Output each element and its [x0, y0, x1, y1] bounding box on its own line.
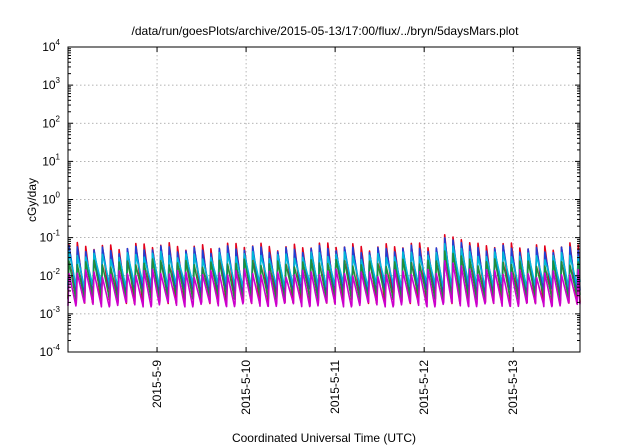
grid	[68, 47, 580, 352]
y-tick-label: 102	[42, 114, 60, 130]
y-tick-label: 10-4	[40, 343, 61, 359]
y-tick-label: 100	[42, 191, 60, 207]
x-axis-label: Coordinated Universal Time (UTC)	[232, 431, 416, 445]
y-axis-label: cGy/day	[25, 178, 39, 222]
y-tick-label: 10-2	[40, 267, 61, 283]
series-group	[67, 234, 581, 308]
x-tick-label: 2015-5-10	[239, 360, 253, 415]
y-tick-label: 10-3	[40, 305, 61, 321]
series-line	[67, 260, 581, 308]
x-axis: 2015-5-9 2015-5-10 2015-5-11 2015-5-12 2015-…	[150, 47, 520, 415]
x-tick-label: 2015-5-11	[328, 360, 342, 414]
y-tick-label: 103	[42, 76, 60, 92]
chart-title: /data/run/goesPlots/archive/2015-05-13/1…	[132, 24, 520, 38]
y-tick-label: 104	[42, 38, 60, 54]
x-tick-label: 2015-5-13	[506, 360, 520, 415]
y-tick-label: 101	[42, 152, 60, 168]
x-tick-label: 2015-5-12	[417, 360, 431, 415]
x-tick-label: 2015-5-9	[150, 360, 164, 408]
y-axis: 10-4 10-3 10-2 10-1 100 101 102 103 104	[40, 38, 580, 359]
y-tick-label: 10-1	[40, 229, 61, 245]
